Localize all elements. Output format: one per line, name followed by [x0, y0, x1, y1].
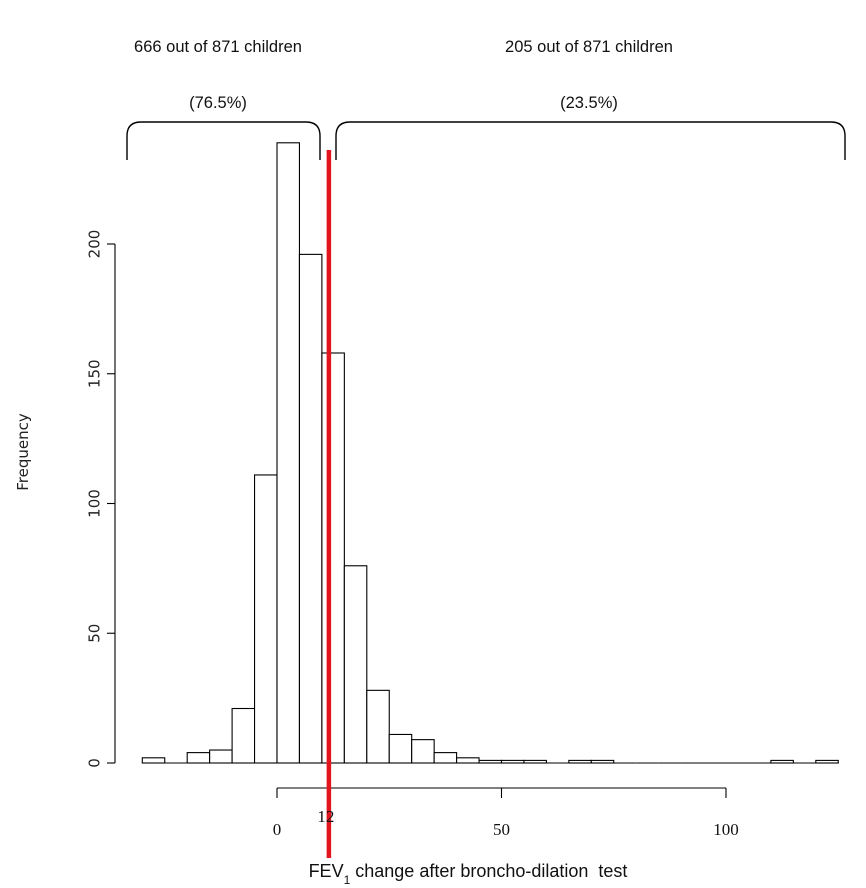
y-tick-label: 0 — [86, 758, 104, 768]
bracket-left — [126, 121, 321, 160]
histogram-bar — [456, 757, 480, 764]
histogram-bars — [141, 142, 839, 764]
group-brackets — [126, 121, 846, 160]
group-right-count: 205 out of 871 children — [505, 38, 673, 56]
histogram-bar — [478, 759, 503, 764]
histogram-bar — [500, 759, 525, 764]
x-tick-label: 50 — [493, 820, 510, 839]
group-left-percent: (76.5%) — [189, 94, 247, 112]
x-tick-label: 100 — [713, 820, 739, 839]
x-tick-label: 0 — [273, 820, 282, 839]
histogram-bar — [815, 759, 839, 764]
histogram-bar — [254, 474, 278, 764]
histogram-bar — [276, 142, 301, 764]
histogram-bar — [523, 759, 547, 764]
histogram-bar — [590, 759, 615, 764]
histogram-bar — [343, 565, 368, 764]
group-left-count: 666 out of 871 children — [134, 38, 302, 56]
histogram-bar — [770, 759, 794, 764]
histogram-bar — [411, 739, 435, 764]
y-tick-label: 100 — [86, 489, 104, 518]
histogram-bar — [433, 752, 458, 764]
histogram-bar — [388, 733, 413, 764]
histogram-bar — [321, 352, 345, 764]
y-tick-label: 150 — [86, 359, 104, 388]
y-axis: 0 50 100 150 200 — [86, 230, 116, 768]
histogram-bar — [209, 749, 233, 764]
threshold-label: 12 — [317, 807, 334, 826]
group-right-percent: (23.5%) — [560, 94, 618, 112]
y-tick-label: 200 — [86, 230, 104, 259]
x-axis-label-main: FEV — [309, 861, 344, 881]
threshold-marker: 12 — [317, 150, 334, 858]
histogram-bar — [568, 759, 592, 764]
histogram-bar — [141, 757, 166, 764]
histogram-bar — [298, 253, 323, 764]
y-tick-label: 50 — [86, 624, 104, 643]
histogram-bar — [231, 707, 256, 764]
bracket-right — [335, 121, 846, 160]
histogram-bar — [366, 689, 390, 764]
group-annotations: 666 out of 871 children (76.5%) 205 out … — [134, 38, 673, 112]
histogram-bar — [186, 752, 211, 764]
x-axis-label-suffix: change after broncho-dilation test — [350, 861, 627, 881]
x-axis: 0 50 100 — [273, 787, 739, 839]
x-axis-label: FEV1 change after broncho-dilation test — [309, 861, 628, 887]
y-axis-label: Frequency — [14, 413, 32, 491]
x-axis-label-subscript: 1 — [344, 873, 351, 887]
